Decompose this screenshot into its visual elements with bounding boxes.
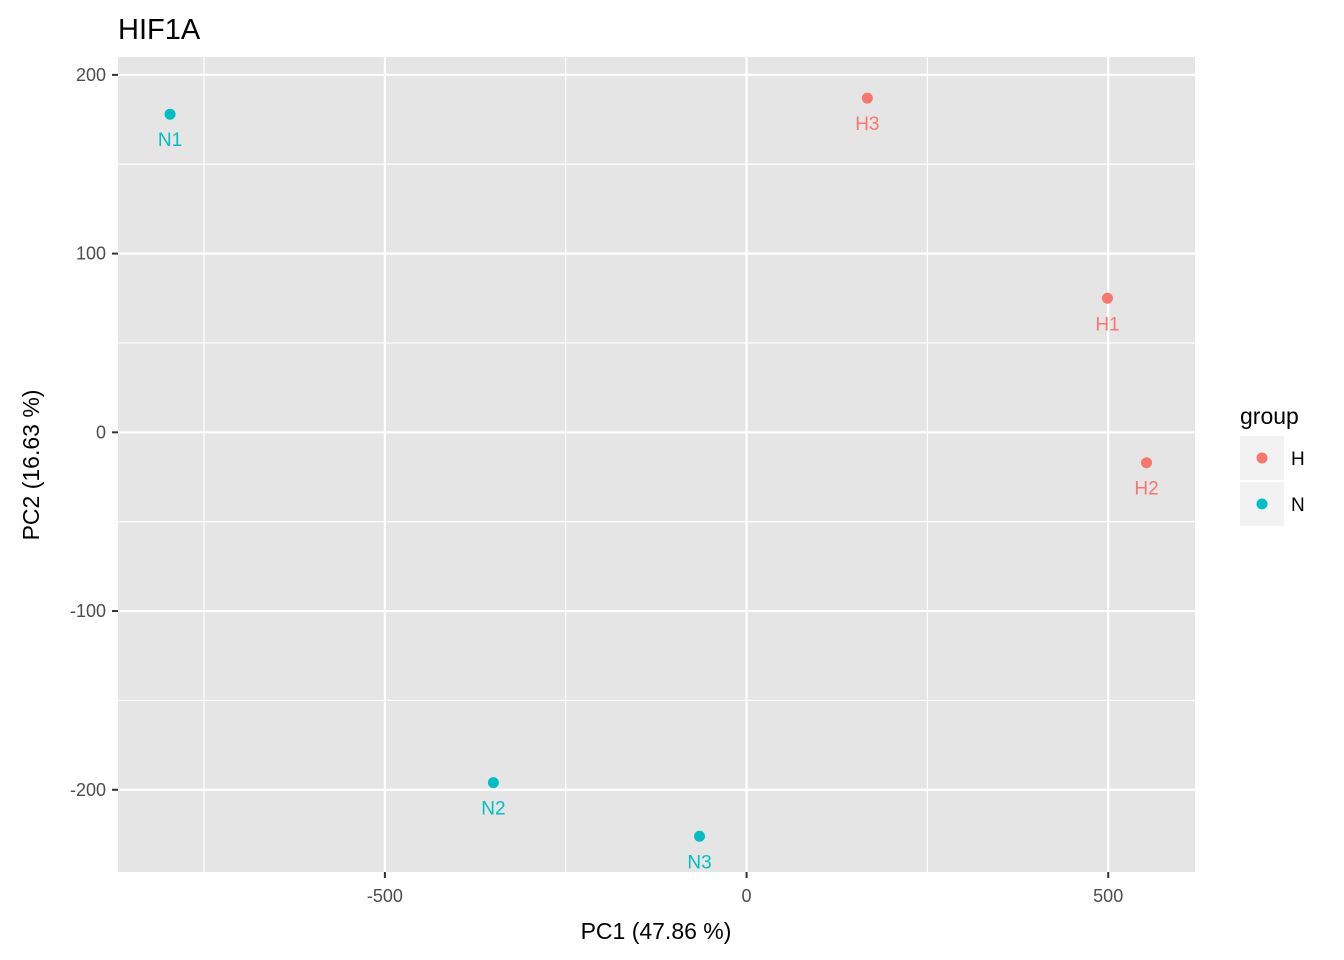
point-label-n2: N2 <box>481 799 505 820</box>
chart-title: HIF1A <box>118 14 201 46</box>
data-points: N1 H3 H1 H2 N2 N3 <box>158 92 1159 873</box>
point-label-h1: H1 <box>1095 314 1119 335</box>
legend-keys: HN <box>1240 436 1305 526</box>
y-axis-ticks: -200 -100 0 100 200 <box>70 65 118 800</box>
major-gridlines <box>118 57 1195 872</box>
legend-key-n <box>1256 498 1268 510</box>
y-tick-label: -200 <box>70 780 106 800</box>
point-label-n3: N3 <box>687 852 711 873</box>
point-label-n1: N1 <box>158 130 182 151</box>
y-tick-label: 100 <box>76 244 106 264</box>
y-axis-title: PC2 (16.63 %) <box>18 390 44 541</box>
data-point-n3 <box>694 830 706 842</box>
data-point-n2 <box>487 777 499 789</box>
x-axis-title: PC1 (47.86 %) <box>581 918 732 944</box>
x-axis-ticks: -500 0 500 <box>367 872 1123 906</box>
minor-gridlines <box>118 57 1195 872</box>
legend: group HN <box>1240 403 1305 526</box>
point-label-h3: H3 <box>855 114 879 135</box>
y-tick-label: 200 <box>76 65 106 85</box>
legend-label-h: H <box>1291 449 1305 470</box>
plot-panel <box>118 57 1195 872</box>
x-tick-label: 0 <box>742 886 752 906</box>
data-point-h3 <box>861 92 873 104</box>
point-label-h2: H2 <box>1134 479 1158 500</box>
y-tick-label: -100 <box>70 601 106 621</box>
x-tick-label: 500 <box>1093 886 1123 906</box>
legend-label-n: N <box>1291 495 1305 516</box>
data-point-h2 <box>1141 457 1153 469</box>
x-tick-label: -500 <box>367 886 403 906</box>
data-point-n1 <box>164 108 176 120</box>
legend-key-h <box>1256 452 1268 464</box>
legend-title: group <box>1240 403 1299 429</box>
y-tick-label: 0 <box>96 422 106 442</box>
data-point-h1 <box>1101 292 1113 304</box>
